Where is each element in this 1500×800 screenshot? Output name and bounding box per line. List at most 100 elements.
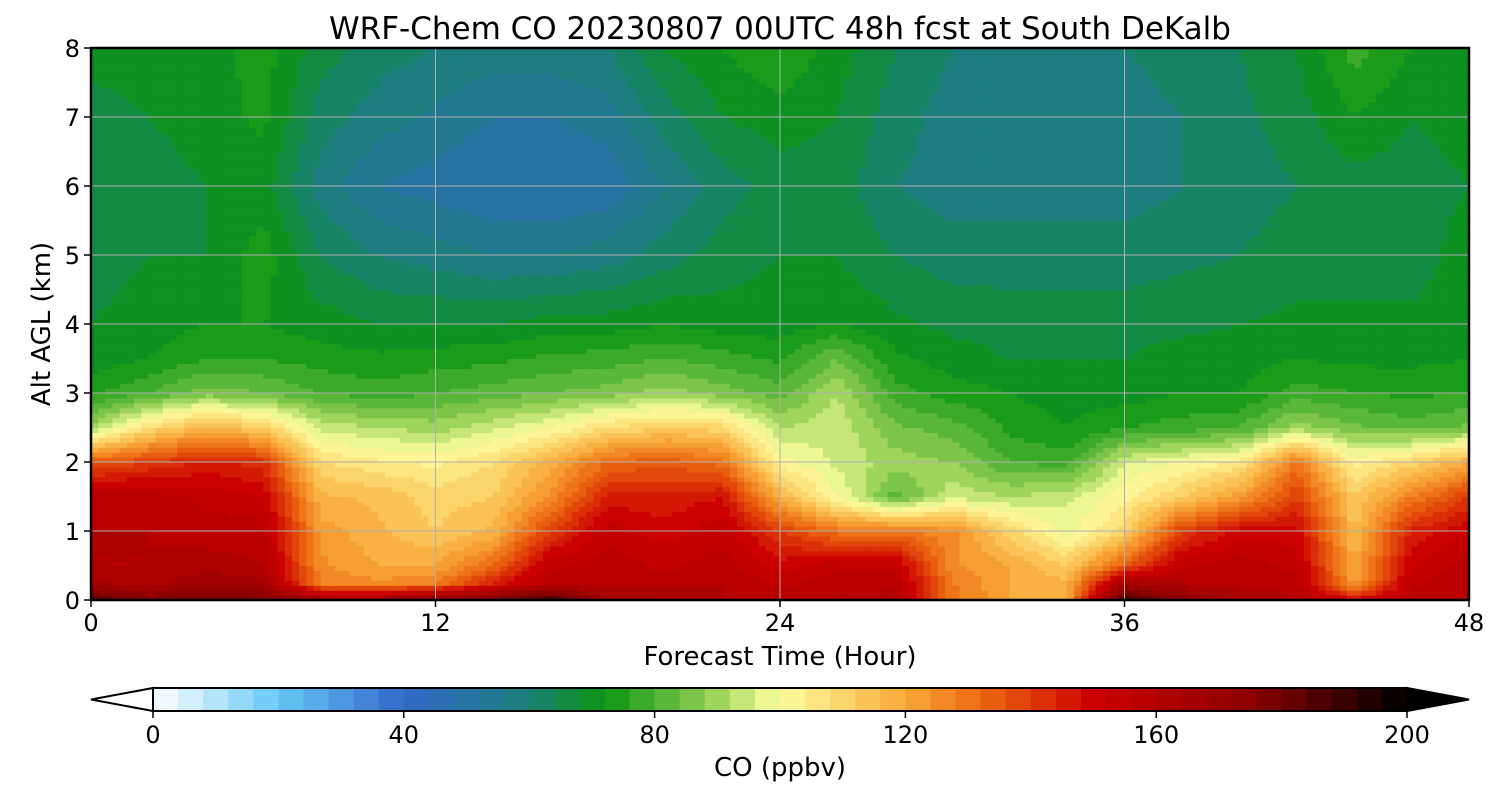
- contour-cell: [802, 561, 810, 567]
- contour-cell: [450, 546, 458, 552]
- contour-cell: [1419, 570, 1427, 576]
- contour-cell: [816, 497, 824, 503]
- contour-cell: [672, 580, 680, 586]
- contour-cell: [959, 546, 967, 552]
- contour-cell: [156, 556, 164, 562]
- contour-cell: [120, 580, 128, 586]
- contour-cell: [945, 556, 953, 562]
- contour-cell: [134, 511, 142, 517]
- contour-cell: [299, 472, 307, 478]
- contour-cell: [177, 482, 185, 488]
- contour-cell: [687, 477, 695, 483]
- contour-cell: [1354, 541, 1362, 547]
- contour-cell: [313, 551, 321, 557]
- contour-cell: [1225, 536, 1233, 542]
- contour-cell: [1347, 575, 1355, 581]
- contour-cell: [773, 482, 781, 488]
- contour-cell: [105, 546, 113, 552]
- contour-cell: [1254, 497, 1262, 503]
- contour-cell: [1225, 521, 1233, 527]
- contour-cell: [1175, 536, 1183, 542]
- contour-cell: [780, 482, 788, 488]
- contour-cell: [974, 580, 982, 586]
- contour-cell: [1203, 487, 1211, 493]
- contour-cell: [1060, 492, 1068, 498]
- contour-cell: [378, 541, 386, 547]
- contour-cell: [636, 506, 644, 512]
- contour-cell: [1455, 561, 1463, 567]
- contour-cell: [263, 492, 271, 498]
- contour-cell: [1117, 521, 1125, 527]
- contour-cell: [1218, 521, 1226, 527]
- contour-cell: [120, 511, 128, 517]
- contour-cell: [98, 585, 106, 591]
- contour-cell: [665, 487, 673, 493]
- contour-cell: [1376, 506, 1384, 512]
- contour-cell: [730, 472, 738, 478]
- contour-cell: [723, 575, 731, 581]
- contour-cell: [1053, 541, 1061, 547]
- contour-cell: [1067, 580, 1075, 586]
- contour-cell: [916, 501, 924, 507]
- contour-cell: [141, 477, 149, 483]
- contour-cell: [995, 536, 1003, 542]
- contour-cell: [1060, 570, 1068, 576]
- contour-cell: [184, 531, 192, 537]
- contour-cell: [1038, 521, 1046, 527]
- contour-cell: [565, 501, 573, 507]
- contour-cell: [392, 492, 400, 498]
- contour-cell: [529, 580, 537, 586]
- contour-cell: [1426, 541, 1434, 547]
- contour-cell: [522, 570, 530, 576]
- contour-cell: [1268, 541, 1276, 547]
- contour-cell: [995, 551, 1003, 557]
- contour-cell: [1211, 570, 1219, 576]
- contour-cell: [321, 472, 329, 478]
- contour-cell: [1211, 511, 1219, 517]
- contour-cell: [1239, 585, 1247, 591]
- contour-cell: [1433, 487, 1441, 493]
- contour-cell: [1053, 566, 1061, 572]
- contour-cell: [1125, 511, 1133, 517]
- contour-cell: [1282, 551, 1290, 557]
- contour-cell: [263, 472, 271, 478]
- contour-cell: [1074, 477, 1082, 483]
- contour-cell: [378, 506, 386, 512]
- contour-cell: [1103, 580, 1111, 586]
- contour-cell: [1268, 531, 1276, 537]
- contour-cell: [902, 546, 910, 552]
- contour-cell: [1060, 566, 1068, 572]
- contour-cell: [694, 580, 702, 586]
- contour-cell: [1182, 536, 1190, 542]
- contour-cell: [730, 501, 738, 507]
- contour-cell: [888, 551, 896, 557]
- contour-cell: [1369, 531, 1377, 537]
- contour-cell: [1125, 472, 1133, 478]
- contour-cell: [1125, 497, 1133, 503]
- contour-cell: [292, 556, 300, 562]
- contour-cell: [199, 541, 207, 547]
- contour-cell: [428, 580, 436, 586]
- contour-cell: [493, 497, 501, 503]
- contour-cell: [1419, 511, 1427, 517]
- contour-cell: [1455, 511, 1463, 517]
- contour-cell: [385, 487, 393, 493]
- contour-cell: [701, 472, 709, 478]
- contour-cell: [1261, 585, 1269, 591]
- contour-cell: [321, 506, 329, 512]
- contour-cell: [1017, 566, 1025, 572]
- contour-cell: [471, 551, 479, 557]
- contour-cell: [206, 531, 214, 537]
- contour-cell: [1110, 551, 1118, 557]
- contour-cell: [615, 516, 623, 522]
- contour-cell: [636, 521, 644, 527]
- contour-cell: [766, 546, 774, 552]
- contour-cell: [1203, 561, 1211, 567]
- contour-cell: [500, 521, 508, 527]
- contour-cell: [321, 566, 329, 572]
- contour-cell: [1024, 501, 1032, 507]
- contour-cell: [550, 566, 558, 572]
- contour-cell: [988, 477, 996, 483]
- contour-cell: [1354, 477, 1362, 483]
- contour-cell: [514, 551, 522, 557]
